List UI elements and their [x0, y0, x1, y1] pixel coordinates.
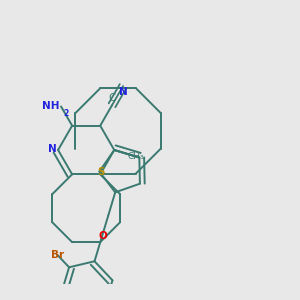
Text: C: C: [108, 93, 116, 103]
Text: 2: 2: [64, 109, 69, 118]
Text: S: S: [97, 167, 104, 176]
Text: NH: NH: [42, 101, 60, 111]
Text: CH₃: CH₃: [127, 152, 144, 161]
Text: Br: Br: [51, 250, 64, 260]
Text: N: N: [119, 87, 128, 97]
Text: O: O: [99, 231, 107, 241]
Text: N: N: [48, 144, 57, 154]
